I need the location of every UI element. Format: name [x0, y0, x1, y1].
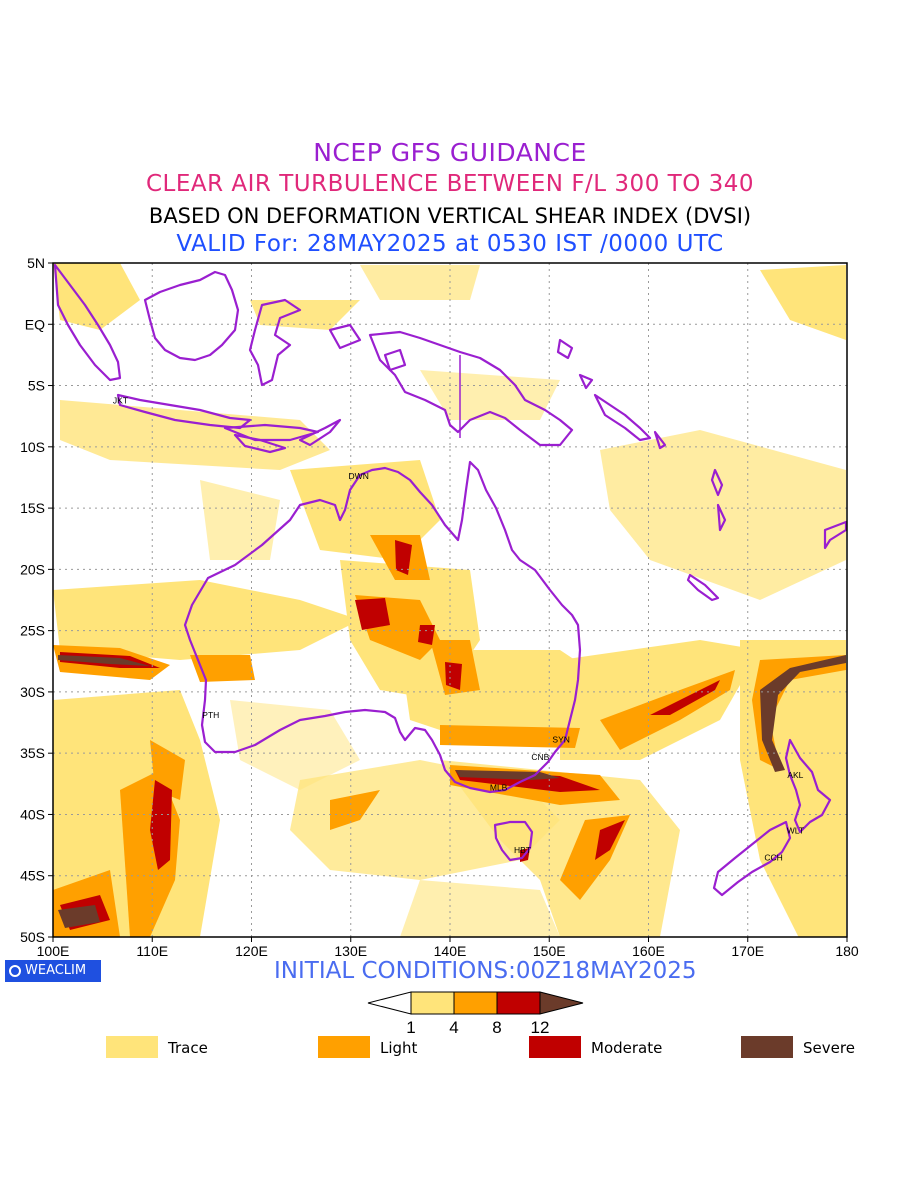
legend-swatch: [318, 1036, 370, 1058]
copyright-icon: [9, 965, 21, 977]
lat-label: 10S: [20, 439, 45, 455]
station-label-akl: AKL: [787, 770, 803, 780]
legend-label: Severe: [803, 1039, 855, 1057]
colorbar-tick-label: 4: [449, 1018, 458, 1037]
sulawesi-coastline: [248, 298, 302, 387]
station-label-cnb: CNB: [531, 752, 549, 762]
sumatra-coastline: [53, 263, 122, 382]
australia-coastline: [183, 460, 582, 794]
lon-label: 150E: [533, 943, 566, 959]
legend-label: Light: [380, 1039, 418, 1057]
station-label-cch: CCH: [764, 852, 782, 862]
station-label-jkt: JKT: [113, 395, 128, 405]
lat-label: 30S: [20, 684, 45, 700]
colorbar-arrow-high: [539, 991, 584, 1015]
lat-label: 5S: [28, 378, 45, 394]
new-guinea-coastline: [368, 330, 574, 447]
valid-time-line: VALID For: 28MAY2025 at 0530 IST /0000 U…: [176, 231, 724, 257]
colorbar-tick-label: 12: [531, 1018, 550, 1037]
colorbar-tick-label: 8: [492, 1018, 501, 1037]
station-label-pth: PTH: [202, 710, 219, 720]
colorbar-arrow-low: [367, 991, 412, 1015]
lat-label: EQ: [25, 316, 45, 332]
station-label-wlt: WLT: [787, 825, 804, 835]
java-coastline: [116, 393, 252, 430]
weaclim-brand: WEACLIM: [25, 963, 87, 978]
grid-lines: [53, 263, 847, 937]
chart-title: NCEP GFS GUIDANCE: [313, 138, 587, 167]
legend-label: Trace: [168, 1039, 208, 1057]
chart-subtitle: CLEAR AIR TURBULENCE BETWEEN F/L 300 TO …: [145, 171, 755, 197]
lon-label: 140E: [434, 943, 467, 959]
lat-label: 45S: [20, 868, 45, 884]
lat-label: 35S: [20, 745, 45, 761]
severe-regions: [58, 655, 846, 928]
lon-label: 100E: [37, 943, 70, 959]
colorbar-segment: [496, 991, 541, 1015]
station-label-dwn: DWN: [349, 471, 369, 481]
lon-label: 110E: [136, 943, 168, 959]
lon-label: 170E: [731, 943, 764, 959]
turbulence-field-layer: [53, 263, 846, 937]
lon-label: 180: [835, 943, 859, 959]
coastlines: [53, 263, 847, 897]
colorbar-tick-label: 1: [406, 1018, 415, 1037]
lat-label: 40S: [20, 806, 45, 822]
nz-north-coastline: [784, 738, 832, 834]
lon-label: 120E: [235, 943, 268, 959]
lon-label: 160E: [632, 943, 665, 959]
method-line: BASED ON DEFORMATION VERTICAL SHEAR INDE…: [148, 204, 752, 228]
legend-swatch: [529, 1036, 581, 1058]
lat-label: 5N: [27, 255, 45, 271]
nz-south-coastline: [712, 820, 792, 897]
legend-swatch: [106, 1036, 158, 1058]
lat-label: 20S: [20, 561, 45, 577]
station-label-syn: SYN: [552, 735, 569, 745]
colorbar-segment: [410, 991, 455, 1015]
colorbar: 1 4 8 12: [367, 991, 584, 1037]
lat-label: 25S: [20, 623, 45, 639]
initial-conditions: INITIAL CONDITIONS:00Z18MAY2025: [274, 958, 697, 984]
colorbar-segment: [453, 991, 498, 1015]
station-label-hbt: HBT: [514, 845, 531, 855]
lat-label: 15S: [20, 500, 45, 516]
lat-label: 50S: [20, 929, 45, 945]
legend-swatch: [741, 1036, 793, 1058]
legend-label: Moderate: [591, 1039, 663, 1057]
borneo-coastline: [143, 270, 240, 362]
station-label-mlb: MLB: [490, 782, 508, 792]
tasmania-coastline: [493, 820, 534, 862]
weaclim-logo: WEACLIM: [5, 960, 101, 982]
lon-label: 130E: [334, 943, 367, 959]
